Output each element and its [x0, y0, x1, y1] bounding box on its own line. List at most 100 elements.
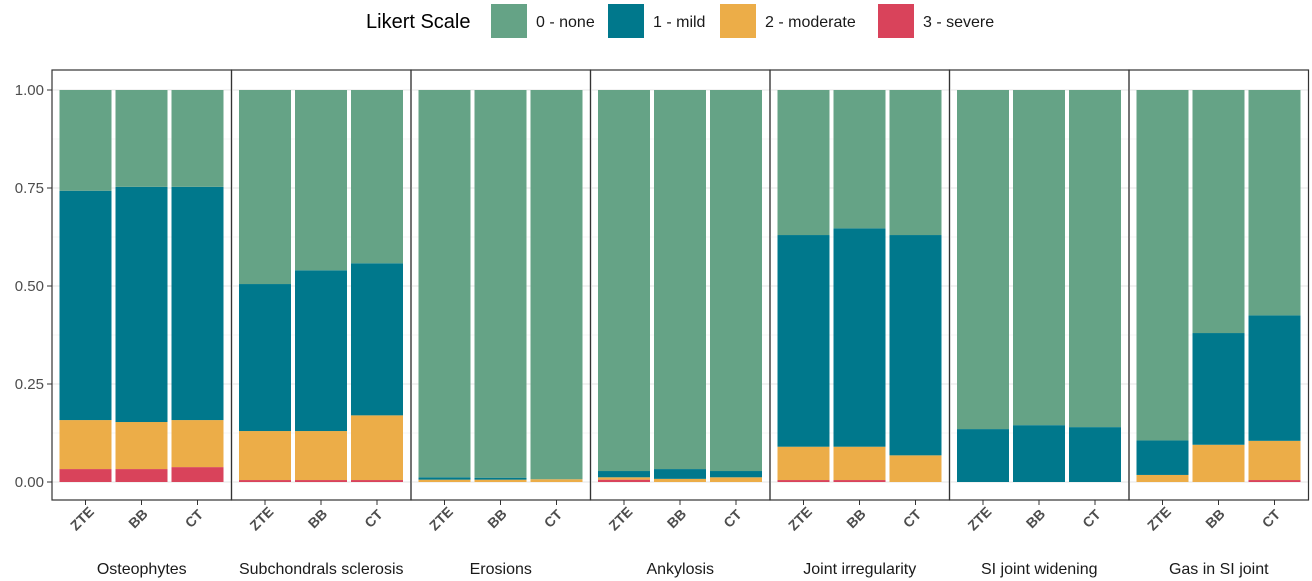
legend-key-mild	[608, 4, 644, 38]
y-tick-label: 0.25	[15, 376, 44, 393]
facet-panels: ZTE BB CT Osteophytes ZTE BB CT Subchondrals sc…	[51, 69, 1310, 578]
bar-segment-ct-moderate	[889, 455, 942, 482]
bar-segment-zte-severe	[777, 480, 830, 482]
bar-segment-bb-mild	[1013, 425, 1065, 482]
bar-segment-bb-severe	[833, 480, 886, 482]
bar-segment-ct-moderate	[710, 477, 762, 482]
bar-segment-ct-none	[710, 90, 762, 472]
bar-segment-ct-none	[351, 90, 403, 264]
x-tick-label-bb: BB	[125, 506, 151, 532]
bar-segment-bb-severe	[295, 480, 347, 482]
bar-segment-bb-none	[474, 90, 527, 478]
bar-segment-zte-severe	[59, 469, 112, 482]
bar-segment-ct-moderate	[530, 479, 583, 482]
x-tick-label-zte: ZTE	[246, 503, 276, 533]
bar-segment-bb-none	[295, 90, 347, 271]
bar-segment-bb-moderate	[115, 422, 168, 470]
facet-label: Ankylosis	[646, 561, 714, 578]
x-tick-label-zte: ZTE	[67, 503, 97, 533]
bar-segment-ct-none	[1248, 90, 1301, 316]
x-tick-label-ct: CT	[1259, 506, 1284, 531]
bar-segment-bb-mild	[833, 228, 886, 447]
bar-segment-bb-none	[1192, 90, 1245, 334]
bar-segment-ct-mild	[710, 471, 762, 478]
bar-segment-bb-moderate	[654, 478, 706, 482]
bar-segment-zte-moderate	[239, 431, 291, 481]
bar-segment-zte-none	[239, 90, 291, 285]
x-tick-label-ct: CT	[361, 506, 386, 531]
bar-segment-bb-moderate	[295, 431, 347, 481]
bar-segment-ct-mild	[351, 263, 403, 416]
y-tick-label: 0.00	[15, 474, 44, 491]
bar-segment-bb-moderate	[1192, 444, 1245, 482]
bar-segment-bb-mild	[474, 477, 527, 480]
bar-segment-zte-mild	[418, 477, 471, 480]
facet-gas-in-si-joint: ZTE BB CT Gas in SI joint	[1128, 69, 1310, 578]
bar-segment-ct-severe	[171, 467, 224, 482]
bar-segment-bb-severe	[115, 469, 168, 482]
bar-segment-zte-moderate	[1136, 474, 1189, 482]
y-tick-label: 1.00	[15, 82, 44, 99]
facet-ankylosis: ZTE BB CT Ankylosis	[589, 69, 771, 578]
x-tick-label-bb: BB	[1202, 506, 1228, 532]
bar-segment-ct-mild	[889, 235, 942, 456]
bar-segment-zte-none	[957, 90, 1009, 430]
bar-segment-zte-none	[1136, 90, 1189, 441]
x-tick-label-bb: BB	[484, 506, 510, 532]
bar-segment-ct-mild	[1069, 427, 1121, 482]
facet-label: SI joint widening	[981, 561, 1098, 578]
x-tick-label-ct: CT	[720, 506, 745, 531]
bar-segment-zte-moderate	[59, 420, 112, 470]
bar-segment-ct-severe	[1248, 480, 1301, 482]
bar-segment-zte-none	[598, 90, 650, 472]
legend-key-none	[491, 4, 527, 38]
x-tick-label-bb: BB	[664, 506, 690, 532]
bar-segment-ct-moderate	[351, 415, 403, 481]
bar-segment-bb-mild	[1192, 333, 1245, 445]
legend-label-mild: 1 - mild	[653, 14, 705, 31]
x-tick-label-zte: ZTE	[426, 503, 456, 533]
bar-segment-ct-mild	[171, 186, 224, 421]
bar-segment-zte-mild	[59, 190, 112, 421]
facet-label: Osteophytes	[97, 561, 187, 578]
facet-erosions: ZTE BB CT Erosions	[410, 69, 592, 578]
bar-segment-zte-mild	[598, 471, 650, 478]
legend-label-moderate: 2 - moderate	[765, 14, 856, 31]
bar-segment-bb-none	[654, 90, 706, 470]
bar-segment-zte-mild	[1136, 440, 1189, 475]
bar-segment-ct-none	[530, 90, 583, 480]
facet-label: Subchondrals sclerosis	[239, 561, 404, 578]
y-axis: 0.00 0.25 0.50 0.75 1.00	[15, 82, 52, 491]
bar-segment-bb-moderate	[833, 446, 886, 481]
legend-key-moderate	[720, 4, 756, 38]
bar-segment-zte-moderate	[777, 446, 830, 481]
x-tick-label-ct: CT	[182, 506, 207, 531]
legend-key-severe	[878, 4, 914, 38]
x-tick-label-bb: BB	[843, 506, 869, 532]
x-tick-label-zte: ZTE	[1144, 503, 1174, 533]
bar-segment-zte-moderate	[418, 479, 471, 482]
facet-label: Joint irregularity	[803, 561, 916, 578]
bar-segment-ct-none	[171, 90, 224, 187]
bar-segment-ct-moderate	[1248, 440, 1301, 481]
x-tick-label-ct: CT	[900, 506, 925, 531]
legend: Likert Scale 0 - none 1 - mild 2 - moderat…	[366, 4, 994, 38]
bar-segment-zte-moderate	[598, 477, 650, 480]
legend-label-none: 0 - none	[536, 14, 595, 31]
facet-subchondrals-sclerosis: ZTE BB CT Subchondrals sclerosis	[230, 69, 412, 578]
bar-segment-ct-none	[889, 90, 942, 236]
facet-label: Erosions	[470, 561, 532, 578]
bar-segment-ct-moderate	[171, 420, 224, 468]
x-tick-label-zte: ZTE	[964, 503, 994, 533]
x-tick-label-zte: ZTE	[605, 503, 635, 533]
bar-segment-bb-moderate	[474, 479, 527, 482]
bar-segment-zte-severe	[239, 480, 291, 482]
legend-label-severe: 3 - severe	[923, 14, 994, 31]
bar-segment-zte-none	[777, 90, 830, 236]
x-tick-label-bb: BB	[305, 506, 331, 532]
y-tick-label: 0.75	[15, 180, 44, 197]
bar-segment-bb-mild	[115, 186, 168, 423]
facet-osteophytes: ZTE BB CT Osteophytes	[51, 69, 233, 578]
bar-segment-bb-none	[1013, 90, 1065, 426]
bar-segment-bb-none	[115, 90, 168, 187]
